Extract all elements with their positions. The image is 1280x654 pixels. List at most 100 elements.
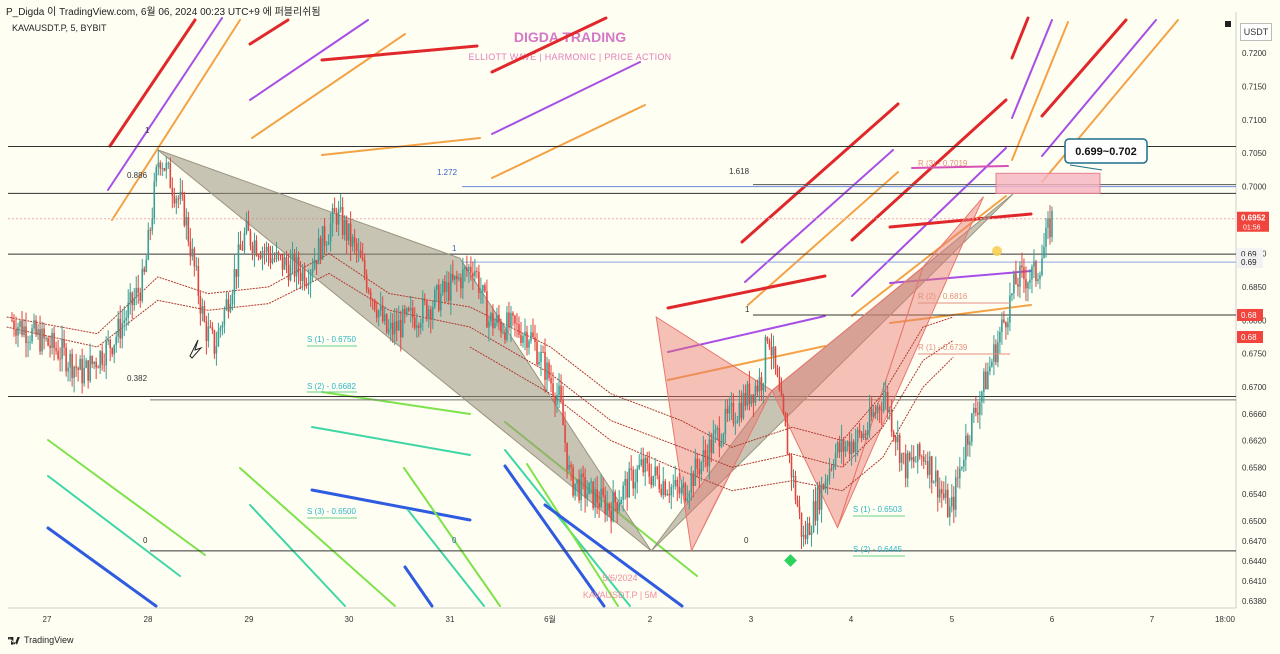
candle-body [526,331,528,348]
s3-left-label: S (3) - 0.6500 [307,507,356,516]
candle-body [23,326,25,335]
candle-body [379,305,382,311]
candle-body [674,479,677,486]
candle-body [460,277,462,289]
candle-body [979,401,981,415]
candle-body [430,309,432,320]
candle [720,433,723,449]
candle [355,238,358,263]
candle-body [253,240,256,254]
candle-body [243,232,246,251]
candle-body [880,410,883,412]
candle [676,476,679,502]
s2-left-label: S (2) - 0.6682 [307,382,356,391]
candle-body [397,320,400,331]
candle-body [930,456,933,483]
candle [846,440,849,452]
candle [886,386,889,420]
object-tree-icon[interactable] [1225,21,1231,27]
candle-body [393,321,396,335]
candle [486,279,488,328]
candle [979,391,981,430]
candle-body [436,284,438,290]
candle-body [173,195,176,204]
trend-line [249,19,369,101]
trend-line [503,464,606,608]
candle [616,501,618,523]
candle-body [15,329,17,336]
candle [614,489,616,512]
candle [812,489,815,534]
candle-body [676,479,679,487]
candle [564,411,566,453]
candle-body [151,218,154,231]
candle-body [291,253,294,261]
candle [203,300,206,323]
candle-body [536,341,538,365]
candle-body [63,339,65,348]
candle-body [560,385,562,401]
candle-body [694,458,697,486]
candle [748,370,751,411]
candle [914,455,917,463]
candle-body [656,466,659,476]
candle-body [115,336,118,345]
candle [880,401,883,426]
candle-body [888,409,891,412]
candle-body [963,459,965,467]
candle-body [666,493,669,496]
candle-body [19,320,21,327]
candle-body [1051,210,1053,238]
candle [179,177,182,205]
candle-body [672,485,675,487]
candle [155,164,158,187]
candle-body [810,531,813,535]
candle [345,215,348,255]
candle-body [604,495,606,515]
candle [143,266,146,275]
candle-body [630,468,632,470]
candle [510,305,512,343]
candle-body [592,481,594,508]
candle-body [991,361,993,367]
candle-body [552,383,554,397]
candle [401,305,404,338]
candle-body [922,456,925,462]
s1-left-label: S (1) - 0.6750 [307,335,356,344]
candle-body [257,255,260,257]
candle-body [582,473,584,478]
candle [482,284,484,304]
candle-body [644,457,647,473]
candle-body [614,491,616,503]
candle [273,252,276,263]
candle-body [133,297,136,306]
candle-body [61,339,63,359]
currency-button[interactable]: USDT [1240,23,1272,41]
candle-body [1017,284,1019,287]
candle [576,479,578,497]
candle [119,305,122,349]
candle [844,440,847,457]
candle [257,253,260,261]
candle [297,251,300,285]
candle [109,338,111,362]
fib-1-mid-label: 1 [452,244,457,253]
candle-body [989,366,991,372]
candle [480,277,482,304]
candle [714,424,717,443]
harmonic-pink-left-b [691,390,772,551]
candle-body [940,489,943,494]
candle [744,384,747,411]
candle [343,215,346,241]
candle [975,396,977,417]
candle [187,211,190,247]
candle-body [353,237,356,243]
candle-body [333,207,336,213]
candle [981,390,983,416]
candle [1021,252,1023,278]
candle [830,463,833,472]
candle [802,525,805,547]
candle [918,441,921,460]
candle-body [235,269,238,277]
